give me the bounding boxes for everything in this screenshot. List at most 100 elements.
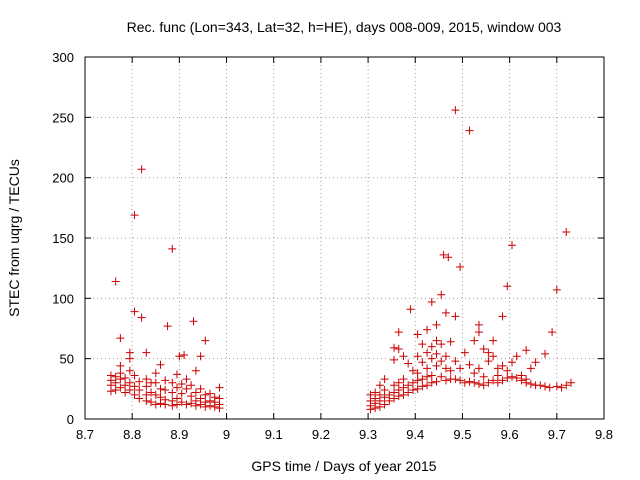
data-point xyxy=(375,381,384,390)
y-tick-label: 200 xyxy=(52,171,74,186)
y-tick-label: 250 xyxy=(52,110,74,125)
data-point xyxy=(116,383,125,392)
data-point xyxy=(493,371,502,380)
data-point xyxy=(142,375,151,384)
data-point xyxy=(125,386,134,395)
data-point xyxy=(498,361,507,370)
data-point xyxy=(182,384,191,393)
data-point xyxy=(517,376,526,385)
data-point xyxy=(536,381,545,390)
data-point xyxy=(175,352,184,361)
data-point xyxy=(479,381,488,390)
data-point xyxy=(446,366,455,375)
data-point xyxy=(489,376,498,385)
data-point xyxy=(465,377,474,386)
data-point xyxy=(380,386,389,395)
data-point xyxy=(187,399,196,408)
data-point xyxy=(161,400,170,409)
data-point xyxy=(456,364,465,373)
data-point xyxy=(423,381,432,390)
data-point xyxy=(427,354,436,363)
data-point xyxy=(111,386,120,395)
data-point xyxy=(135,394,144,403)
data-point xyxy=(196,400,205,409)
data-point xyxy=(215,383,224,392)
y-tick-label: 50 xyxy=(60,352,74,367)
data-point xyxy=(375,402,384,411)
data-point xyxy=(408,366,417,375)
data-point xyxy=(474,328,483,337)
data-point xyxy=(366,405,375,414)
data-point xyxy=(156,399,165,408)
data-point xyxy=(130,390,139,399)
data-point xyxy=(151,378,160,387)
data-point xyxy=(201,402,210,411)
data-point xyxy=(427,371,436,380)
data-point xyxy=(215,404,224,413)
data-point xyxy=(503,373,512,382)
data-point xyxy=(380,393,389,402)
data-point xyxy=(441,308,450,317)
data-point xyxy=(177,389,186,398)
data-point xyxy=(394,378,403,387)
data-point xyxy=(161,386,170,395)
data-point xyxy=(187,381,196,390)
data-point xyxy=(503,366,512,375)
data-point xyxy=(394,328,403,337)
data-point xyxy=(408,378,417,387)
data-point xyxy=(465,126,474,135)
data-point xyxy=(390,394,399,403)
data-point xyxy=(182,400,191,409)
data-point xyxy=(201,336,210,345)
data-point xyxy=(137,313,146,322)
data-point xyxy=(201,390,210,399)
data-point xyxy=(413,369,422,378)
data-point xyxy=(173,400,182,409)
data-point xyxy=(106,387,115,396)
data-point xyxy=(196,352,205,361)
data-point xyxy=(541,382,550,391)
data-point xyxy=(130,382,139,391)
data-point xyxy=(423,364,432,373)
data-point xyxy=(427,297,436,306)
plot-frame xyxy=(84,56,605,420)
data-point xyxy=(116,334,125,343)
data-point xyxy=(541,349,550,358)
data-point xyxy=(441,364,450,373)
data-point xyxy=(418,340,427,349)
data-point xyxy=(413,330,422,339)
data-point xyxy=(484,348,493,357)
data-point xyxy=(444,253,453,262)
y-tick-labels: 0 50 100 150 200 250 300 xyxy=(52,50,74,427)
y-tick-label: 0 xyxy=(67,412,74,427)
data-point xyxy=(474,380,483,389)
data-point xyxy=(451,312,460,321)
data-point xyxy=(474,320,483,329)
data-point xyxy=(151,369,160,378)
data-point xyxy=(437,340,446,349)
data-point xyxy=(439,250,448,259)
data-point xyxy=(142,382,151,391)
data-point xyxy=(206,401,215,410)
x-tick-label: 9.1 xyxy=(265,427,283,442)
data-point xyxy=(116,361,125,370)
data-point xyxy=(390,343,399,352)
data-point xyxy=(493,364,502,373)
data-point xyxy=(413,376,422,385)
data-point xyxy=(456,376,465,385)
data-point xyxy=(562,381,571,390)
data-point xyxy=(399,390,408,399)
data-point xyxy=(125,366,134,375)
data-point xyxy=(470,336,479,345)
data-point xyxy=(484,357,493,366)
data-point xyxy=(125,378,134,387)
data-point xyxy=(147,398,156,407)
data-point xyxy=(156,384,165,393)
data-point xyxy=(418,375,427,384)
data-point xyxy=(142,348,151,357)
data-point xyxy=(111,277,120,286)
data-point xyxy=(191,388,200,397)
data-point xyxy=(130,211,139,220)
data-point xyxy=(399,383,408,392)
